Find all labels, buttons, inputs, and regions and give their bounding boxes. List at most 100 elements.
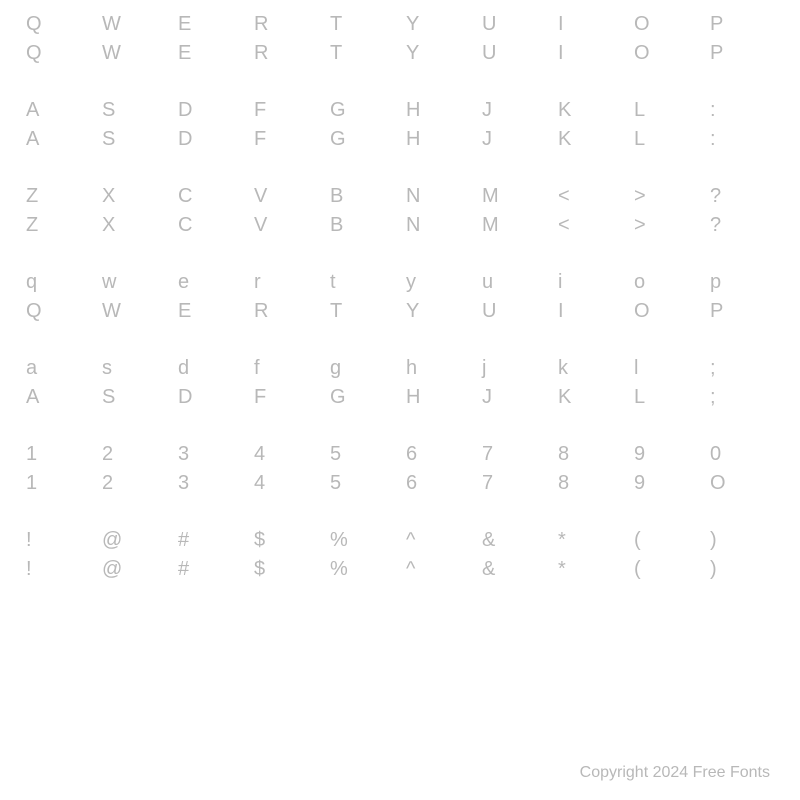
char-label: T bbox=[324, 10, 400, 38]
char-glyph: Q bbox=[20, 296, 96, 326]
char-label: t bbox=[324, 268, 400, 296]
row-pair: 1234567890123456789O bbox=[20, 440, 780, 498]
char-glyph: < bbox=[552, 210, 628, 240]
char-label: Z bbox=[20, 182, 96, 210]
char-glyph: B bbox=[324, 210, 400, 240]
char-glyph: J bbox=[476, 382, 552, 412]
label-row: asdfghjkl; bbox=[20, 354, 780, 382]
char-glyph: T bbox=[324, 296, 400, 326]
char-glyph: 7 bbox=[476, 468, 552, 498]
char-label: 7 bbox=[476, 440, 552, 468]
char-label: s bbox=[96, 354, 172, 382]
char-label: % bbox=[324, 526, 400, 554]
char-label: h bbox=[400, 354, 476, 382]
label-row: 1234567890 bbox=[20, 440, 780, 468]
char-label: d bbox=[172, 354, 248, 382]
char-label: Y bbox=[400, 10, 476, 38]
glyph-row: QWERTYUIOP bbox=[20, 38, 780, 68]
char-label: & bbox=[476, 526, 552, 554]
label-row: qwertyuiop bbox=[20, 268, 780, 296]
char-label: f bbox=[248, 354, 324, 382]
char-label: y bbox=[400, 268, 476, 296]
char-label: P bbox=[704, 10, 780, 38]
char-glyph: 1 bbox=[20, 468, 96, 498]
char-glyph: A bbox=[20, 382, 96, 412]
char-glyph: J bbox=[476, 124, 552, 154]
row-pair: QWERTYUIOPQWERTYUIOP bbox=[20, 10, 780, 68]
char-glyph: A bbox=[20, 124, 96, 154]
char-glyph: 9 bbox=[628, 468, 704, 498]
glyph-row: ZXCVBNM<>? bbox=[20, 210, 780, 240]
label-row: ASDFGHJKL: bbox=[20, 96, 780, 124]
label-row: QWERTYUIOP bbox=[20, 10, 780, 38]
glyph-row: ASDFGHJKL; bbox=[20, 382, 780, 412]
char-label: W bbox=[96, 10, 172, 38]
label-row: ZXCVBNM<>? bbox=[20, 182, 780, 210]
char-glyph: L bbox=[628, 124, 704, 154]
glyph-row: QWERTYUIOP bbox=[20, 296, 780, 326]
row-pair: !@#$%^&*()!@#$%^&*() bbox=[20, 526, 780, 584]
char-glyph: W bbox=[96, 296, 172, 326]
row-pair: asdfghjkl;ASDFGHJKL; bbox=[20, 354, 780, 412]
char-glyph: G bbox=[324, 382, 400, 412]
char-label: ( bbox=[628, 526, 704, 554]
char-label: < bbox=[552, 182, 628, 210]
char-label: Q bbox=[20, 10, 96, 38]
char-glyph: E bbox=[172, 296, 248, 326]
char-label: j bbox=[476, 354, 552, 382]
char-label: q bbox=[20, 268, 96, 296]
char-glyph: T bbox=[324, 38, 400, 68]
char-label: 9 bbox=[628, 440, 704, 468]
char-glyph: # bbox=[172, 554, 248, 584]
char-glyph: H bbox=[400, 124, 476, 154]
char-glyph: D bbox=[172, 382, 248, 412]
char-label: H bbox=[400, 96, 476, 124]
char-label: e bbox=[172, 268, 248, 296]
char-glyph: P bbox=[704, 296, 780, 326]
char-label: u bbox=[476, 268, 552, 296]
char-glyph: U bbox=[476, 296, 552, 326]
char-label: ) bbox=[704, 526, 780, 554]
char-glyph: I bbox=[552, 296, 628, 326]
char-glyph: V bbox=[248, 210, 324, 240]
copyright-footer: Copyright 2024 Free Fonts bbox=[580, 764, 770, 782]
char-glyph: S bbox=[96, 124, 172, 154]
char-glyph: M bbox=[476, 210, 552, 240]
char-glyph: S bbox=[96, 382, 172, 412]
char-glyph: L bbox=[628, 382, 704, 412]
char-glyph: ? bbox=[704, 210, 780, 240]
char-label: 4 bbox=[248, 440, 324, 468]
char-glyph: G bbox=[324, 124, 400, 154]
char-label: S bbox=[96, 96, 172, 124]
char-glyph: O bbox=[628, 296, 704, 326]
char-glyph: F bbox=[248, 382, 324, 412]
char-glyph: R bbox=[248, 38, 324, 68]
char-glyph: D bbox=[172, 124, 248, 154]
char-label: 3 bbox=[172, 440, 248, 468]
char-label: V bbox=[248, 182, 324, 210]
char-glyph: 3 bbox=[172, 468, 248, 498]
char-label: K bbox=[552, 96, 628, 124]
char-label: 0 bbox=[704, 440, 780, 468]
char-glyph: > bbox=[628, 210, 704, 240]
char-label: ! bbox=[20, 526, 96, 554]
char-label: R bbox=[248, 10, 324, 38]
char-glyph: ! bbox=[20, 554, 96, 584]
glyph-row: ASDFGHJKL: bbox=[20, 124, 780, 154]
char-glyph: F bbox=[248, 124, 324, 154]
char-label: X bbox=[96, 182, 172, 210]
char-glyph: O bbox=[628, 38, 704, 68]
char-glyph: X bbox=[96, 210, 172, 240]
char-label: o bbox=[628, 268, 704, 296]
char-glyph: : bbox=[704, 124, 780, 154]
char-label: * bbox=[552, 526, 628, 554]
char-glyph: ^ bbox=[400, 554, 476, 584]
font-specimen-grid: QWERTYUIOPQWERTYUIOPASDFGHJKL:ASDFGHJKL:… bbox=[20, 10, 780, 612]
char-label: k bbox=[552, 354, 628, 382]
char-label: O bbox=[628, 10, 704, 38]
char-glyph: ( bbox=[628, 554, 704, 584]
char-glyph: & bbox=[476, 554, 552, 584]
row-pair: qwertyuiopQWERTYUIOP bbox=[20, 268, 780, 326]
char-label: ^ bbox=[400, 526, 476, 554]
char-label: g bbox=[324, 354, 400, 382]
